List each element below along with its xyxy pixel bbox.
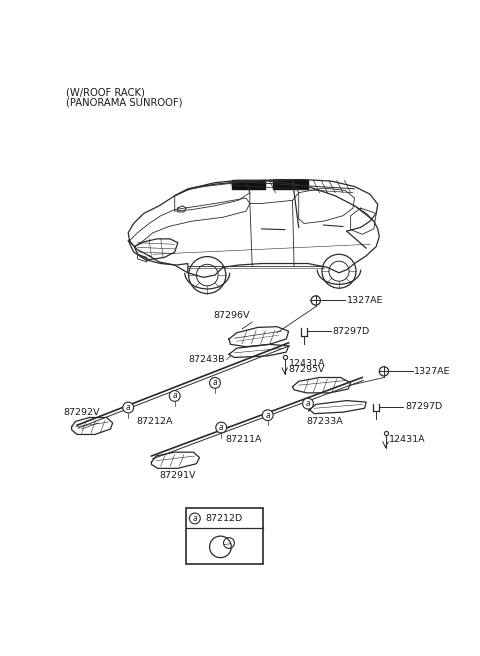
Text: a: a: [265, 411, 270, 420]
Text: a: a: [306, 399, 310, 408]
Text: a: a: [192, 514, 197, 523]
Circle shape: [123, 402, 133, 413]
Text: 87291V: 87291V: [159, 471, 196, 480]
Circle shape: [210, 377, 220, 388]
Text: a: a: [219, 423, 224, 432]
Text: (W/ROOF RACK): (W/ROOF RACK): [66, 88, 145, 98]
Text: 12431A: 12431A: [288, 359, 325, 368]
Text: 87296V: 87296V: [214, 311, 250, 319]
Polygon shape: [232, 180, 265, 189]
Polygon shape: [273, 180, 308, 189]
Circle shape: [169, 390, 180, 401]
Text: a: a: [213, 379, 217, 388]
Text: 1327AE: 1327AE: [347, 296, 383, 305]
Circle shape: [216, 422, 227, 433]
Text: 87292V: 87292V: [64, 407, 100, 417]
Text: 87295V: 87295V: [288, 365, 325, 375]
Text: (PANORAMA SUNROOF): (PANORAMA SUNROOF): [66, 97, 183, 107]
Circle shape: [262, 410, 273, 420]
Text: 87212A: 87212A: [136, 417, 172, 426]
Text: a: a: [126, 403, 131, 412]
Text: 12431A: 12431A: [389, 434, 426, 443]
Text: 87243B: 87243B: [189, 356, 225, 364]
Text: 87212D: 87212D: [206, 514, 243, 523]
Text: 1327AE: 1327AE: [414, 367, 451, 376]
Text: 87211A: 87211A: [225, 434, 262, 443]
Text: a: a: [172, 392, 177, 400]
FancyBboxPatch shape: [186, 508, 263, 564]
Text: 87297D: 87297D: [333, 327, 370, 336]
Text: 87233A: 87233A: [306, 417, 343, 426]
Circle shape: [190, 513, 200, 523]
Text: 87297D: 87297D: [405, 402, 442, 411]
Circle shape: [302, 398, 313, 409]
